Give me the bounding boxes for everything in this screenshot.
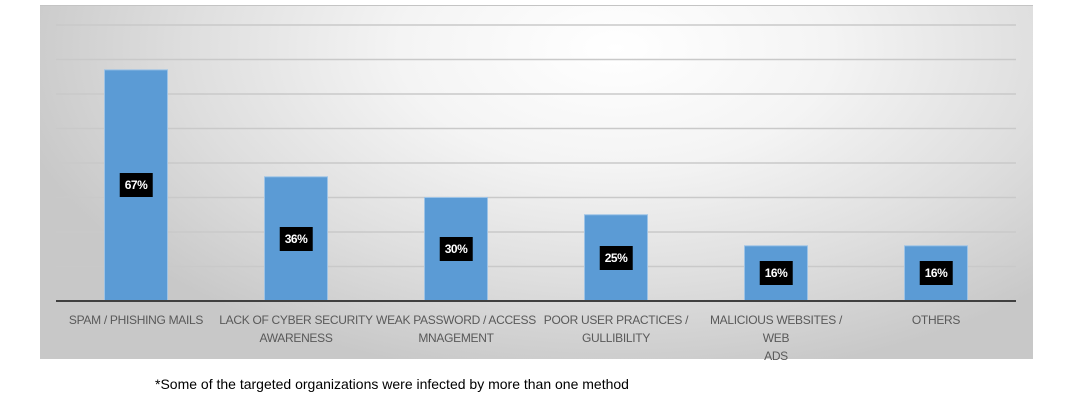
data-label: 30% — [439, 237, 473, 262]
x-tick-label-line: SPAM / PHISHING MAILS — [68, 313, 204, 327]
x-tick-label: OTHERS — [856, 311, 1016, 329]
data-label: 25% — [599, 245, 633, 270]
x-tick-label-line: AWARENESS — [259, 331, 333, 345]
chart-area: 67% SPAM / PHISHING MAILS 36% LACK OF CYBER… — [40, 5, 1033, 363]
x-tick-label-line: MALICIOUS WEBSITES / WEB — [709, 313, 843, 345]
x-tick-label-line: OTHERS — [911, 313, 961, 327]
x-tick-label: SPAM / PHISHING MAILS — [56, 311, 216, 329]
x-tick-label-line: POOR USER PRACTICES / — [543, 313, 689, 327]
x-tick-label-line: ADS — [764, 349, 788, 363]
data-label: 36% — [279, 226, 313, 251]
footnote: *Some of the targeted organizations were… — [155, 376, 629, 392]
x-tick-label-line: MNAGEMENT — [418, 331, 494, 345]
data-label: 16% — [919, 261, 953, 286]
x-tick-label: LACK OF CYBER SECURITY AWARENESS — [216, 311, 376, 347]
x-tick-label: MALICIOUS WEBSITES / WEB ADS — [696, 311, 856, 365]
data-label: 16% — [759, 261, 793, 286]
x-tick-label-line: LACK OF CYBER SECURITY — [219, 313, 373, 327]
data-label: 67% — [119, 173, 153, 198]
x-tick-label-line: WEAK PASSWORD / ACCESS — [376, 313, 536, 327]
bar-chart — [56, 24, 1016, 302]
x-tick-label: POOR USER PRACTICES / GULLIBILITY — [536, 311, 696, 347]
x-tick-label-line: GULLIBILITY — [581, 331, 651, 345]
x-tick-label: WEAK PASSWORD / ACCESS MNAGEMENT — [376, 311, 536, 347]
